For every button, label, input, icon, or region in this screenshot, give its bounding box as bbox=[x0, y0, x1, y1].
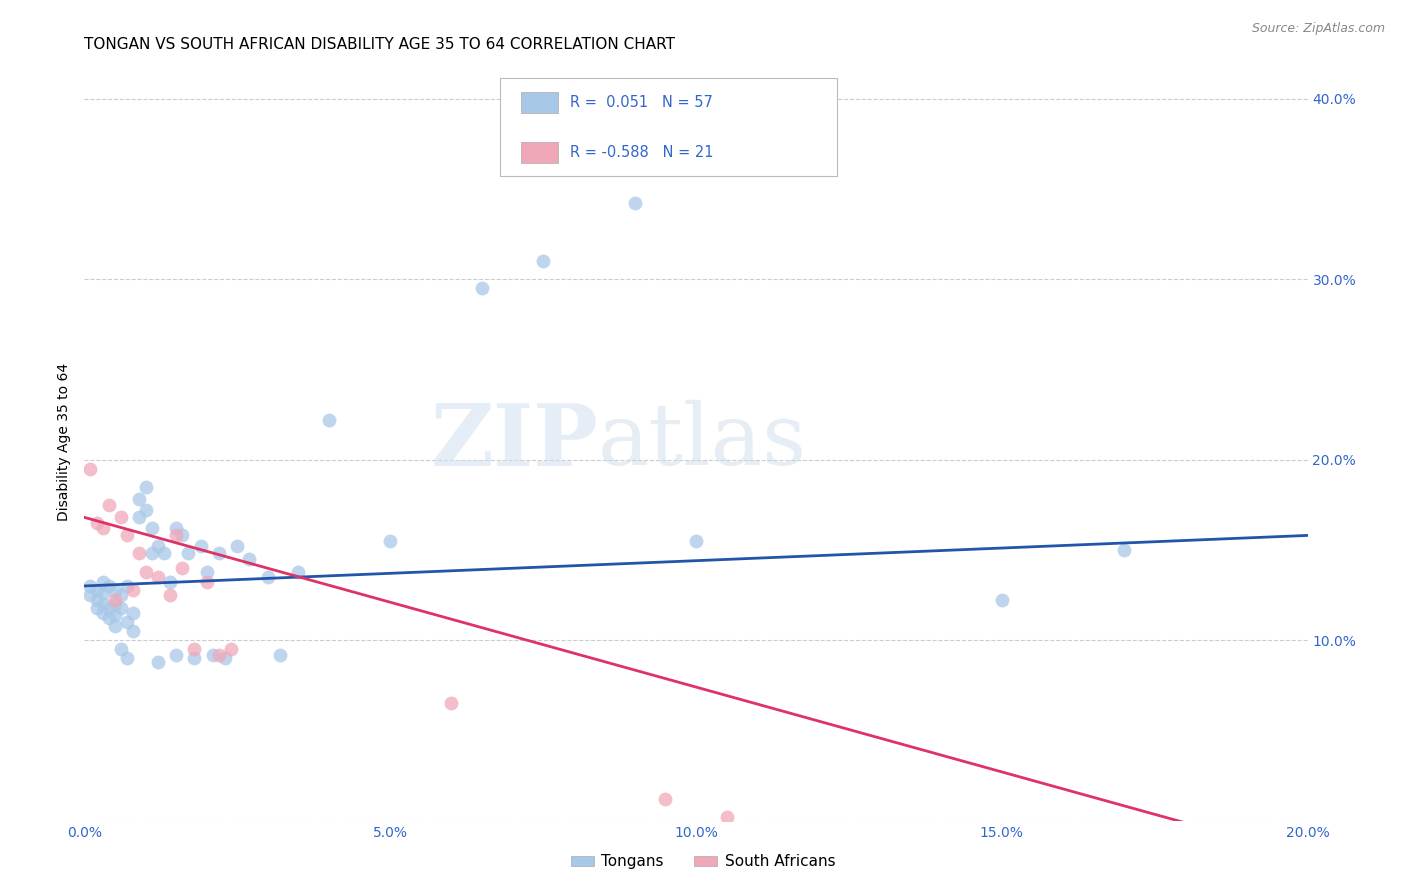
Text: atlas: atlas bbox=[598, 400, 807, 483]
Point bbox=[208, 648, 231, 662]
Point bbox=[122, 624, 145, 639]
Point bbox=[135, 480, 157, 494]
Point bbox=[110, 588, 132, 602]
Point bbox=[685, 533, 707, 548]
Point bbox=[135, 565, 157, 579]
Point bbox=[128, 510, 150, 524]
Point bbox=[440, 696, 463, 710]
FancyBboxPatch shape bbox=[522, 142, 558, 163]
Point bbox=[146, 655, 169, 669]
Point bbox=[141, 546, 163, 560]
Point bbox=[91, 597, 114, 611]
Point bbox=[79, 461, 101, 475]
Point bbox=[115, 615, 138, 629]
Point bbox=[97, 498, 120, 512]
Text: R =  0.051   N = 57: R = 0.051 N = 57 bbox=[569, 95, 713, 110]
Point bbox=[318, 413, 340, 427]
Point bbox=[128, 546, 150, 560]
Text: ZIP: ZIP bbox=[430, 400, 598, 483]
Point bbox=[214, 651, 236, 665]
Point bbox=[991, 593, 1014, 607]
Point bbox=[159, 575, 181, 590]
Point bbox=[172, 561, 194, 575]
Point bbox=[97, 579, 120, 593]
Point bbox=[238, 552, 260, 566]
Point bbox=[1114, 542, 1136, 557]
Point bbox=[97, 600, 120, 615]
Point bbox=[128, 492, 150, 507]
Point bbox=[190, 539, 212, 553]
Point bbox=[86, 593, 108, 607]
Point bbox=[165, 528, 187, 542]
Point bbox=[153, 546, 176, 560]
Point bbox=[380, 533, 402, 548]
Point bbox=[122, 606, 145, 620]
Point bbox=[531, 254, 554, 268]
Point bbox=[201, 648, 224, 662]
Point bbox=[159, 588, 181, 602]
Text: R = -0.588   N = 21: R = -0.588 N = 21 bbox=[569, 145, 713, 161]
Point bbox=[146, 539, 169, 553]
Point bbox=[141, 521, 163, 535]
Point bbox=[165, 648, 187, 662]
Point bbox=[104, 618, 127, 632]
Point bbox=[257, 570, 280, 584]
Point bbox=[79, 588, 101, 602]
Point bbox=[135, 503, 157, 517]
Point bbox=[91, 575, 114, 590]
Point bbox=[86, 516, 108, 530]
Point bbox=[91, 606, 114, 620]
Point bbox=[115, 528, 138, 542]
Point bbox=[165, 521, 187, 535]
Point bbox=[110, 600, 132, 615]
Point bbox=[91, 521, 114, 535]
Point bbox=[471, 281, 494, 295]
Point bbox=[110, 510, 132, 524]
Point bbox=[183, 651, 205, 665]
Point bbox=[86, 600, 108, 615]
Point bbox=[122, 582, 145, 597]
Point bbox=[287, 565, 309, 579]
Point bbox=[226, 539, 249, 553]
Point bbox=[86, 582, 108, 597]
Point bbox=[219, 642, 242, 657]
Point bbox=[104, 593, 127, 607]
Point bbox=[104, 584, 127, 599]
Point bbox=[91, 586, 114, 600]
Y-axis label: Disability Age 35 to 64: Disability Age 35 to 64 bbox=[58, 362, 72, 521]
Text: Source: ZipAtlas.com: Source: ZipAtlas.com bbox=[1251, 22, 1385, 36]
Point bbox=[104, 607, 127, 622]
Point bbox=[172, 528, 194, 542]
Point bbox=[269, 648, 291, 662]
Point bbox=[654, 792, 676, 806]
Point bbox=[195, 575, 218, 590]
Point bbox=[195, 565, 218, 579]
Point bbox=[115, 579, 138, 593]
Point bbox=[177, 546, 200, 560]
Point bbox=[110, 642, 132, 657]
Legend: Tongans, South Africans: Tongans, South Africans bbox=[564, 848, 842, 875]
Point bbox=[183, 642, 205, 657]
FancyBboxPatch shape bbox=[522, 92, 558, 113]
Point bbox=[624, 196, 647, 211]
FancyBboxPatch shape bbox=[501, 78, 837, 177]
Point bbox=[716, 810, 738, 824]
Point bbox=[146, 570, 169, 584]
Text: TONGAN VS SOUTH AFRICAN DISABILITY AGE 35 TO 64 CORRELATION CHART: TONGAN VS SOUTH AFRICAN DISABILITY AGE 3… bbox=[84, 37, 675, 52]
Point bbox=[208, 546, 231, 560]
Point bbox=[97, 611, 120, 625]
Point bbox=[79, 579, 101, 593]
Point bbox=[115, 651, 138, 665]
Point bbox=[104, 597, 127, 611]
